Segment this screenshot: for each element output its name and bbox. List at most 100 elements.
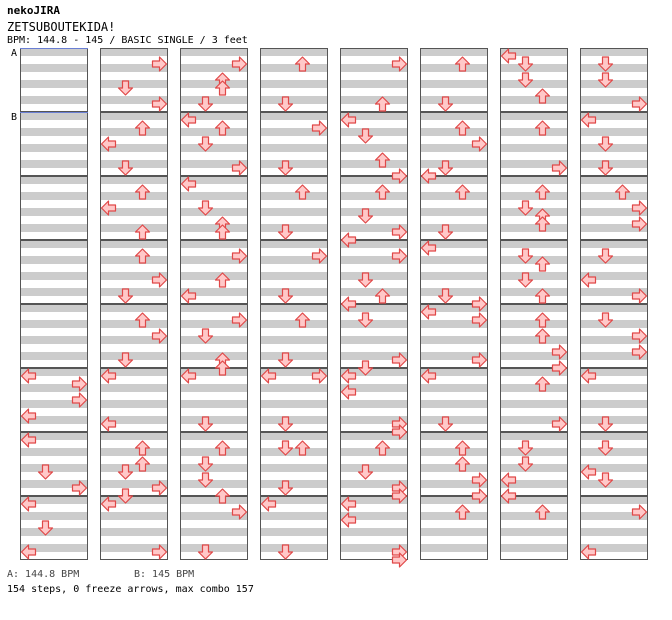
arrow-right-icon	[631, 344, 648, 360]
measure-band	[500, 320, 568, 328]
measure-band	[100, 480, 168, 488]
measure-box	[340, 368, 408, 432]
arrow-up-icon	[374, 152, 391, 168]
arrow-down-icon	[597, 136, 614, 152]
measure-band	[180, 320, 248, 328]
measure-band	[340, 432, 408, 440]
arrow-left-icon	[340, 232, 357, 248]
measure-band	[340, 448, 408, 456]
measure-band	[180, 176, 248, 184]
measure-band	[100, 160, 168, 168]
arrow-down-icon	[197, 472, 214, 488]
arrow-down-icon	[117, 80, 134, 96]
measure-band	[420, 480, 488, 488]
measure-band	[580, 512, 648, 520]
measure-band	[260, 304, 328, 312]
arrow-left-icon	[420, 304, 437, 320]
measure-band	[500, 416, 568, 424]
arrow-up-icon	[534, 256, 551, 272]
arrow-up-icon	[214, 224, 231, 240]
measure-band	[20, 400, 88, 408]
arrow-down-icon	[37, 464, 54, 480]
measure-band	[100, 320, 168, 328]
measure-band	[260, 288, 328, 296]
measure-band	[580, 384, 648, 392]
measure-band	[180, 448, 248, 456]
measure-band	[340, 64, 408, 72]
measure-band	[260, 80, 328, 88]
measure-band	[260, 272, 328, 280]
measure-box	[260, 368, 328, 432]
measure-band	[500, 224, 568, 232]
measure-band	[420, 464, 488, 472]
measure-band	[580, 320, 648, 328]
arrow-up-icon	[294, 184, 311, 200]
measure-band	[420, 80, 488, 88]
arrow-down-icon	[197, 96, 214, 112]
arrow-left-icon	[180, 112, 197, 128]
arrow-right-icon	[471, 472, 488, 488]
measure-box	[260, 432, 328, 496]
measure-band	[20, 336, 88, 344]
arrow-down-icon	[357, 312, 374, 328]
chart-info-line: BPM: 144.8 - 145 / BASIC SINGLE / 3 feet	[7, 35, 248, 46]
measure-box	[180, 432, 248, 496]
arrow-up-icon	[374, 288, 391, 304]
measure-band	[500, 256, 568, 264]
measure-box	[260, 240, 328, 304]
arrow-right-icon	[231, 248, 248, 264]
arrow-right-icon	[151, 272, 168, 288]
measure-band	[340, 96, 408, 104]
arrow-down-icon	[277, 224, 294, 240]
measure-band	[340, 144, 408, 152]
arrow-up-icon	[534, 376, 551, 392]
brand-logo: nekoJIRA	[7, 4, 60, 17]
measure-band	[20, 176, 88, 184]
measure-band	[20, 240, 88, 248]
arrow-right-icon	[551, 160, 568, 176]
measure-box	[580, 304, 648, 368]
measure-box	[260, 176, 328, 240]
arrow-left-icon	[260, 368, 277, 384]
arrow-right-icon	[231, 56, 248, 72]
measure-band	[420, 160, 488, 168]
measure-box	[500, 112, 568, 176]
measure-box	[100, 112, 168, 176]
measure-band	[500, 464, 568, 472]
arrow-up-icon	[454, 504, 471, 520]
arrow-right-icon	[631, 96, 648, 112]
measure-band	[100, 416, 168, 424]
measure-band	[500, 160, 568, 168]
arrow-left-icon	[580, 112, 597, 128]
arrow-down-icon	[277, 352, 294, 368]
measure-band	[500, 512, 568, 520]
arrow-down-icon	[597, 56, 614, 72]
arrow-down-icon	[117, 352, 134, 368]
measure-band	[20, 48, 88, 56]
arrow-right-icon	[151, 56, 168, 72]
measure-band	[260, 208, 328, 216]
arrow-right-icon	[471, 136, 488, 152]
measure-band	[180, 400, 248, 408]
measure-box	[180, 48, 248, 112]
arrow-right-icon	[311, 248, 328, 264]
measure-band	[580, 544, 648, 552]
measure-band	[180, 144, 248, 152]
measure-band	[340, 176, 408, 184]
measure-band	[420, 368, 488, 376]
measure-band	[340, 208, 408, 216]
step-stats: 154 steps, 0 freeze arrows, max combo 15…	[7, 584, 254, 595]
measure-box	[420, 304, 488, 368]
arrow-down-icon	[197, 136, 214, 152]
arrow-left-icon	[20, 408, 37, 424]
measure-box	[580, 48, 648, 112]
arrow-left-icon	[500, 472, 517, 488]
measure-band	[260, 64, 328, 72]
arrow-up-icon	[294, 312, 311, 328]
arrow-down-icon	[357, 464, 374, 480]
measure-band	[20, 96, 88, 104]
measure-box	[180, 368, 248, 432]
arrow-left-icon	[500, 48, 517, 64]
measure-band	[420, 416, 488, 424]
measure-band	[580, 160, 648, 168]
